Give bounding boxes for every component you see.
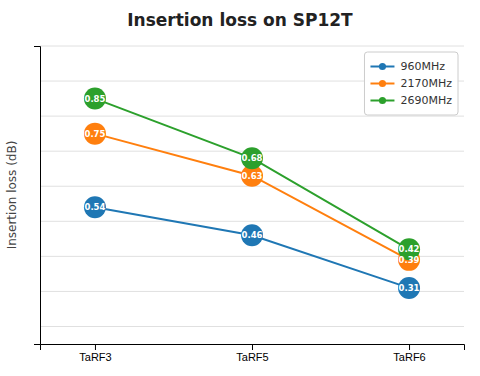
- x-tick: TaRF3: [79, 344, 111, 363]
- plot: TaRF3TaRF5TaRF60.540.460.310.750.630.390…: [34, 46, 465, 363]
- data-labels: 0.54 0.46 0.31 0.75 0.63 0.39 0.85 0.68 0.42: [84, 94, 419, 293]
- legend-item: 2170MHz: [370, 77, 452, 90]
- y-axis: [34, 47, 41, 345]
- grid-line: [40, 221, 464, 222]
- grid-line: [40, 46, 464, 47]
- legend-item: 2690MHz: [370, 94, 452, 107]
- x-tick-mark: [95, 344, 96, 350]
- x-tick: TaRF5: [236, 344, 268, 363]
- legend-box: [364, 52, 458, 115]
- data-label: 0.75: [84, 129, 105, 139]
- legend-label: 2170MHz: [400, 77, 452, 90]
- data-label: 0.46: [242, 230, 263, 240]
- marks: [84, 88, 420, 299]
- marker: [84, 88, 106, 110]
- x-tick-mark: [409, 344, 410, 350]
- marker: [84, 123, 106, 145]
- grid: [40, 46, 464, 326]
- data-label: 0.54: [84, 202, 105, 212]
- marker: [84, 196, 106, 218]
- title: Insertion loss on SP12T: [127, 10, 353, 30]
- data-label: 0.63: [242, 171, 263, 181]
- marker: [241, 147, 263, 169]
- series-line: [95, 99, 409, 250]
- data-label: 0.31: [399, 283, 420, 293]
- marker: [398, 277, 420, 299]
- x-axis-line: [41, 345, 465, 351]
- data-label: 0.68: [242, 153, 263, 163]
- marker: [241, 224, 263, 246]
- data-label: 0.85: [84, 94, 105, 104]
- grid-line: [40, 326, 464, 327]
- legend-marker: [379, 63, 386, 70]
- legend-marker: [379, 80, 386, 87]
- y-axis-line: [34, 47, 41, 345]
- x-tick: TaRF6: [393, 344, 425, 363]
- legend-label: 960MHz: [400, 60, 445, 73]
- legend: 960MHz 2170MHz 2690MHz: [364, 52, 458, 115]
- chart: TaRF3TaRF5TaRF60.540.460.310.750.630.390…: [0, 0, 480, 376]
- series-line: [95, 134, 409, 260]
- x-axis: TaRF3 TaRF5 TaRF6: [41, 344, 465, 363]
- x-tick-label: TaRF3: [79, 351, 111, 363]
- legend-item: 960MHz: [370, 60, 445, 73]
- data-label: 0.39: [399, 255, 420, 265]
- x-tick-label: TaRF6: [393, 351, 425, 363]
- data-label: 0.42: [399, 244, 420, 254]
- x-tick-mark: [252, 344, 253, 350]
- legend-label: 2690MHz: [400, 94, 452, 107]
- y-axis-title: Insertion loss (dB): [5, 141, 19, 250]
- grid-line: [40, 116, 464, 117]
- x-tick-label: TaRF5: [236, 351, 268, 363]
- series-line: [95, 207, 409, 288]
- legend-marker: [379, 97, 386, 104]
